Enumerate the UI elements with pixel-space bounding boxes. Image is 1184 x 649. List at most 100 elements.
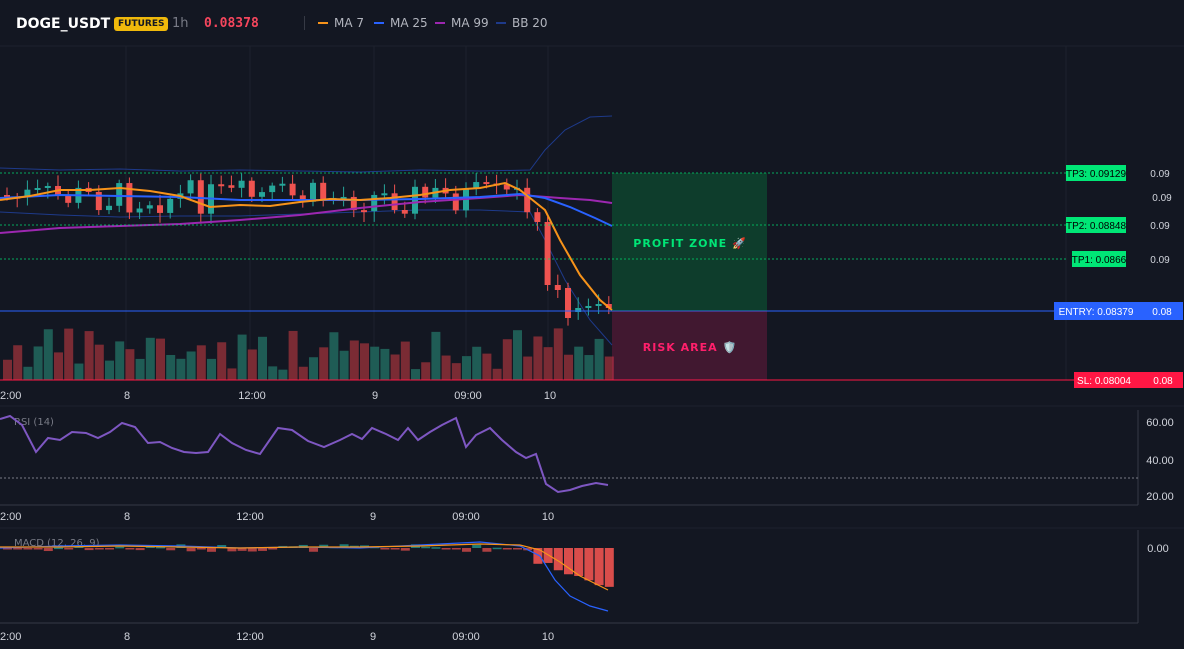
volume-bar <box>441 355 451 380</box>
time-axis-macd: 2:00 8 12:00 9 09:00 10 <box>0 631 554 643</box>
candle <box>473 173 480 196</box>
volume-bar <box>584 355 594 380</box>
sl-axis-label: 0.08 <box>1153 376 1173 387</box>
legend-ma7[interactable]: MA 7 <box>318 16 364 30</box>
macd-hist-bar <box>258 548 267 551</box>
chart-header: DOGE_USDT FUTURES 1h 0.08378 MA 7 MA 25 … <box>0 0 1184 46</box>
candle <box>299 190 306 208</box>
time-tick: 8 <box>124 511 130 523</box>
volume-bar <box>227 368 237 380</box>
macd-signal-line <box>0 543 609 591</box>
macd-hist-bar <box>196 548 206 550</box>
macd-hist-bar <box>13 548 23 550</box>
candle <box>330 191 337 205</box>
time-tick: 8 <box>124 390 130 402</box>
tp2-label: TP2: 0.08848 <box>1066 221 1126 232</box>
volume-bar <box>288 330 298 380</box>
time-tick: 8 <box>124 631 130 643</box>
time-tick: 9 <box>372 390 378 402</box>
symbol-name[interactable]: DOGE_USDT <box>16 16 111 32</box>
macd-hist-bar <box>513 548 522 550</box>
volume-bar <box>411 369 420 380</box>
macd-hist-bar <box>462 548 471 552</box>
macd-hist-bar <box>390 548 400 550</box>
candle <box>65 189 72 208</box>
macd-hist-bar <box>268 548 278 550</box>
tp3-price-tag[interactable]: TP3: 0.09129 <box>1066 165 1184 181</box>
candle <box>320 176 327 207</box>
macd-hist-bar <box>54 547 63 550</box>
macd-hist-bar <box>105 548 114 550</box>
last-price: 0.08378 <box>204 16 259 31</box>
macd-hist-bar <box>584 548 594 581</box>
tp1-price-tag[interactable]: TP1: 0.0866 <box>1072 251 1127 267</box>
macd-hist-bar <box>94 548 104 550</box>
ma7-swatch <box>318 22 328 24</box>
volume-bar <box>523 356 533 380</box>
legend-ma25[interactable]: MA 25 <box>374 16 428 30</box>
time-tick: 2:00 <box>0 390 21 402</box>
candle <box>565 282 571 326</box>
volume-bar <box>533 336 543 380</box>
macd-hist-bar <box>186 548 196 552</box>
volume-bar <box>237 334 247 380</box>
macd-hist-bar <box>604 548 614 587</box>
tp3-axis-label: 0.09 <box>1150 169 1170 180</box>
entry-axis-label: 0.08 <box>1152 307 1172 318</box>
volume-bar <box>329 332 339 380</box>
volume-bar <box>431 331 441 380</box>
ma25-swatch <box>374 22 384 24</box>
volume-bar <box>3 359 12 380</box>
time-tick: 09:00 <box>452 511 480 523</box>
candle <box>218 175 225 194</box>
candle <box>167 195 174 219</box>
macd-hist-bar <box>472 544 482 548</box>
macd-hist-bar <box>23 548 33 550</box>
volume-bar <box>176 358 186 380</box>
macd-line <box>0 541 609 612</box>
volume-bar <box>207 358 216 380</box>
macd-hist-bar <box>482 548 492 552</box>
macd-hist-bar <box>309 548 318 552</box>
tp2-price-tag[interactable]: TP2: 0.08848 <box>1066 217 1126 233</box>
time-tick: 09:00 <box>452 631 480 643</box>
candle <box>575 297 582 320</box>
profit-zone <box>612 173 767 311</box>
candle <box>136 201 143 219</box>
profit-zone-label: PROFIT ZONE 🚀 <box>633 237 746 250</box>
candle <box>34 179 41 194</box>
volume-bar <box>33 346 43 380</box>
candle <box>238 173 245 198</box>
candle <box>14 193 21 208</box>
volume-bar <box>492 368 502 380</box>
macd-hist-bar <box>400 548 410 551</box>
volume-bar <box>247 349 257 380</box>
timeframe-label[interactable]: 1h <box>172 16 189 31</box>
macd-hist-bar <box>380 548 390 550</box>
time-tick: 9 <box>370 631 376 643</box>
candle <box>106 197 112 215</box>
sl-price-tag[interactable]: SL: 0.08004 0.08 <box>1074 372 1183 388</box>
legend-bb20[interactable]: BB 20 <box>496 16 548 30</box>
volume-bar <box>513 330 522 380</box>
volume-bar <box>482 353 492 380</box>
volume-bar <box>390 354 400 380</box>
macd-hist-bar <box>227 548 237 552</box>
candle <box>157 194 163 223</box>
candle <box>126 177 133 219</box>
risk-zone-label: RISK AREA 🛡️ <box>643 341 737 354</box>
macd-hist-bar <box>3 548 12 550</box>
legend-ma99[interactable]: MA 99 <box>435 16 489 30</box>
volume-bar <box>309 357 318 380</box>
sl-label: SL: 0.08004 <box>1077 376 1131 387</box>
volume-bar <box>54 352 63 380</box>
volume-bar <box>462 356 471 380</box>
volume-bar <box>349 340 359 380</box>
candle <box>310 179 316 207</box>
macd-hist-bar <box>84 548 94 551</box>
macd-hist-bar <box>237 548 247 551</box>
entry-price-tag[interactable]: ENTRY: 0.08379 0.08 <box>1054 302 1183 320</box>
volume-bar <box>451 363 461 380</box>
volume-bar <box>319 347 329 380</box>
